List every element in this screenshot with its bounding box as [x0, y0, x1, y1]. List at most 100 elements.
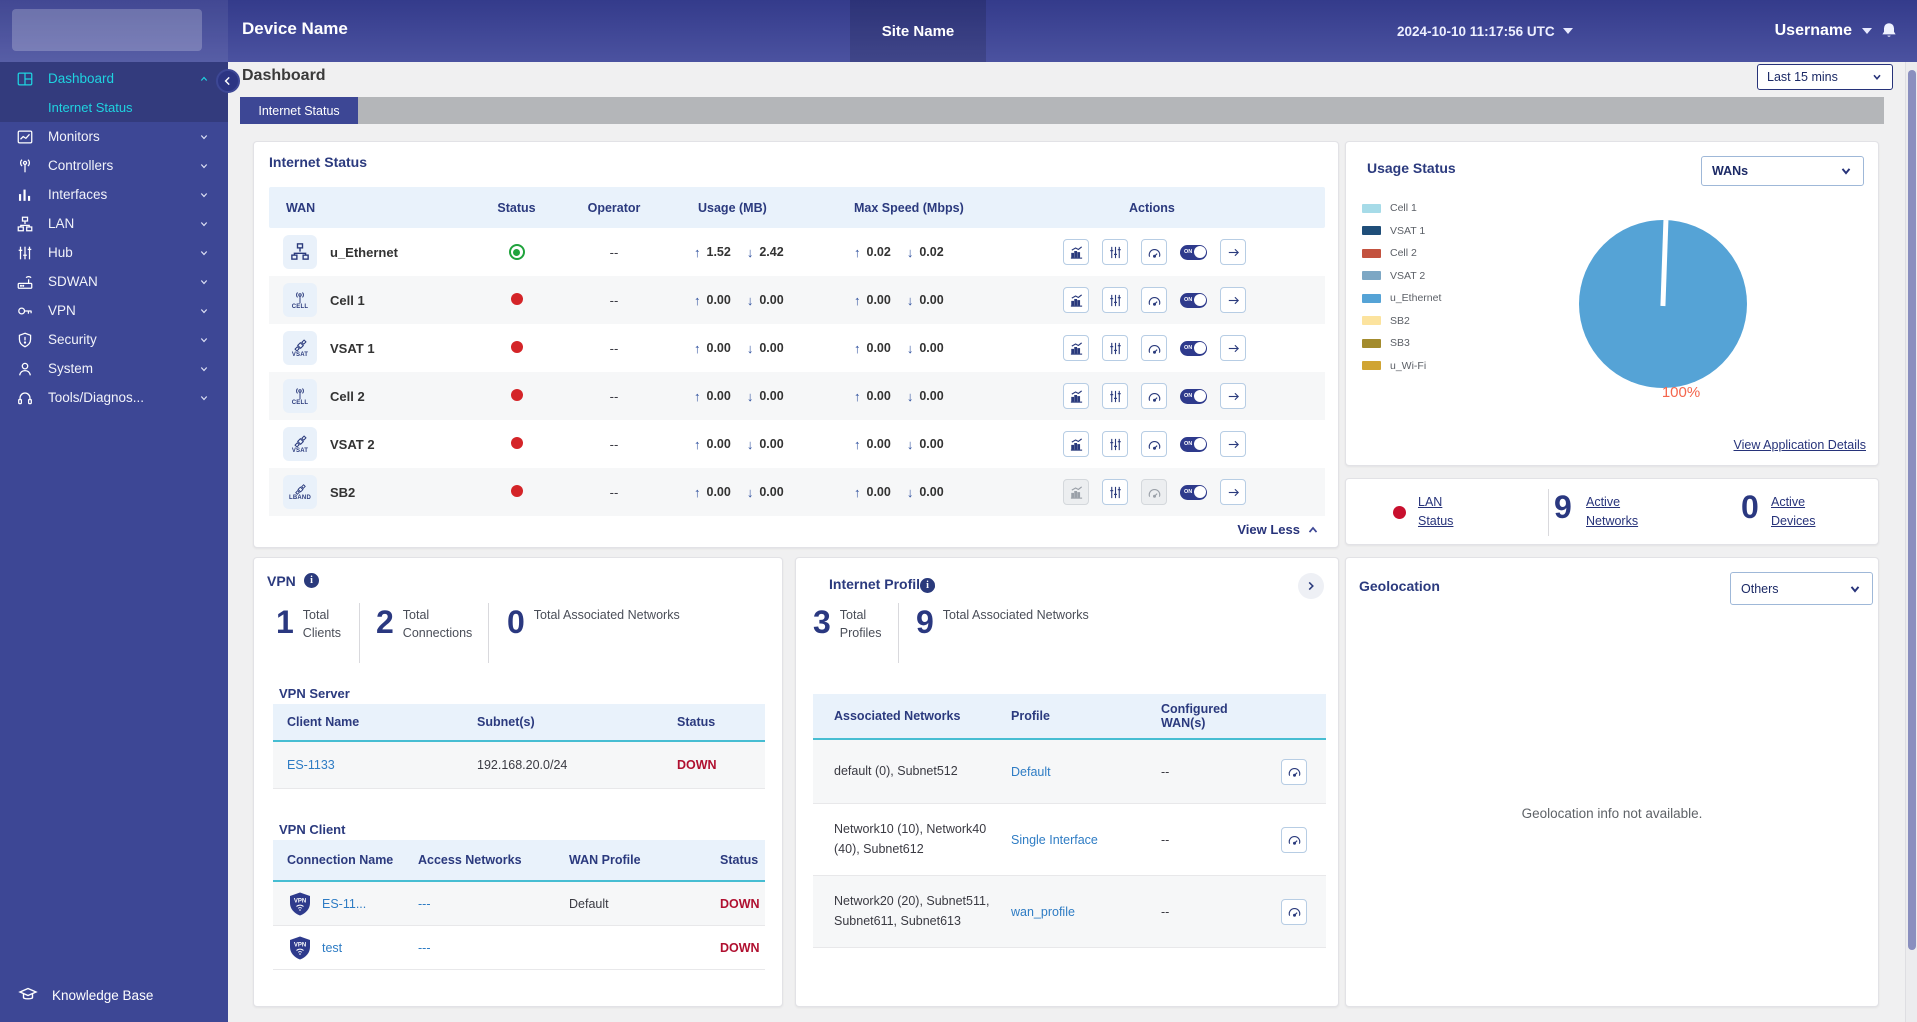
sidebar-item-sdwan[interactable]: SDWAN: [0, 267, 228, 296]
legend-label: u_Ethernet: [1390, 292, 1442, 305]
arrow-right-icon: [1226, 485, 1241, 500]
wan-enable-toggle[interactable]: ON: [1180, 340, 1207, 356]
usage-chart-button[interactable]: [1063, 287, 1089, 313]
wan-details-button[interactable]: [1220, 383, 1246, 409]
gauge-icon: [1287, 904, 1302, 919]
speed-test-button[interactable]: [1281, 898, 1307, 925]
legend-item[interactable]: SB3: [1362, 332, 1441, 355]
usage-chart-button[interactable]: [1063, 239, 1089, 265]
wan-details-button[interactable]: [1220, 287, 1246, 313]
usage-upload: 0.00: [706, 293, 731, 307]
scrollbar-thumb[interactable]: [1908, 70, 1916, 950]
usage-chart-button[interactable]: [1063, 335, 1089, 361]
configure-button[interactable]: [1102, 287, 1128, 313]
divider: [359, 603, 360, 663]
legend-item[interactable]: Cell 2: [1362, 242, 1441, 265]
usage-scope-select[interactable]: WANs: [1701, 156, 1864, 186]
speed-test-button[interactable]: [1281, 758, 1307, 785]
info-icon[interactable]: i: [304, 573, 319, 588]
wan-details-button[interactable]: [1220, 239, 1246, 265]
vpn-client-name-link[interactable]: ES-1133: [287, 758, 335, 772]
sidebar-item-knowledge-base[interactable]: Knowledge Base: [0, 980, 228, 1010]
arrow-right-icon: [1226, 437, 1241, 452]
tab-internet-status[interactable]: Internet Status: [240, 97, 358, 124]
vpn-card: VPN i 1 Total Clients 2 Total Connections 0 T…: [253, 557, 783, 1007]
sidebar-item-lan[interactable]: LAN: [0, 209, 228, 238]
configure-button[interactable]: [1102, 479, 1128, 505]
connection-name-link[interactable]: ES-11...: [322, 896, 367, 911]
view-application-details-link[interactable]: View Application Details: [1733, 438, 1866, 452]
chart-icon: [1069, 293, 1084, 308]
top-bar: Device Name Site Name 2024-10-10 11:17:5…: [0, 0, 1917, 62]
usage-chart-button[interactable]: [1063, 431, 1089, 457]
chart-icon: [1069, 389, 1084, 404]
user-menu[interactable]: Username: [1775, 0, 1872, 62]
sidebar-item-hub[interactable]: Hub: [0, 238, 228, 267]
wan-details-button[interactable]: [1220, 479, 1246, 505]
legend-item[interactable]: VSAT 2: [1362, 265, 1441, 288]
sidebar-item-interfaces[interactable]: Interfaces: [0, 180, 228, 209]
usage-chart-button[interactable]: [1063, 383, 1089, 409]
divider: [898, 603, 899, 663]
sidebar-item-internet-status[interactable]: Internet Status: [0, 93, 228, 121]
active-networks-link[interactable]: Active Networks: [1586, 495, 1639, 528]
site-name: Site Name: [881, 22, 955, 40]
view-less-link[interactable]: View Less: [1237, 522, 1320, 537]
sidebar-item-system[interactable]: System: [0, 354, 228, 383]
wan-details-button[interactable]: [1220, 431, 1246, 457]
vpn-server-label: VPN Server: [279, 686, 350, 701]
usage-status-title: Usage Status: [1367, 160, 1456, 176]
geolocation-select[interactable]: Others: [1730, 572, 1873, 605]
table-row: LBAND SB2 -- ↑ 0.00 ↓ 0.00 ↑ 0.00 ↓ 0.00 ON: [269, 468, 1325, 516]
configure-button[interactable]: [1102, 239, 1128, 265]
chart-icon: [1069, 485, 1084, 500]
wan-details-button[interactable]: [1220, 335, 1246, 361]
column-header: Status: [677, 715, 716, 729]
configure-button[interactable]: [1102, 431, 1128, 457]
site-name-selector[interactable]: Site Name: [850, 0, 986, 62]
profile-link[interactable]: Single Interface: [1011, 832, 1098, 847]
profile-link[interactable]: Default: [1011, 764, 1051, 779]
speed-test-button[interactable]: [1141, 239, 1167, 265]
wan-enable-toggle[interactable]: ON: [1180, 484, 1207, 500]
operator-cell: --: [609, 292, 619, 308]
speed-test-button[interactable]: [1141, 335, 1167, 361]
legend-item[interactable]: SB2: [1362, 310, 1441, 333]
configure-button[interactable]: [1102, 383, 1128, 409]
sidebar-item-dashboard[interactable]: Dashboard: [0, 64, 228, 93]
sidebar-item-tools-diagnos[interactable]: Tools/Diagnos...: [0, 383, 228, 412]
sidebar-collapse-button[interactable]: [216, 69, 240, 93]
wan-enable-toggle[interactable]: ON: [1180, 436, 1207, 452]
toggle-knob: [1193, 438, 1206, 450]
legend-item[interactable]: VSAT 1: [1362, 220, 1441, 243]
legend-item[interactable]: u_Wi-Fi: [1362, 355, 1441, 378]
wan-enable-toggle[interactable]: ON: [1180, 388, 1207, 404]
sidebar-item-vpn[interactable]: VPN: [0, 296, 228, 325]
info-icon[interactable]: i: [920, 578, 935, 593]
wan-type-caption: CELL: [291, 303, 309, 310]
profile-link[interactable]: wan_profile: [1011, 904, 1075, 919]
active-devices-link[interactable]: Active Devices: [1771, 495, 1816, 528]
next-page-button[interactable]: [1298, 573, 1324, 599]
column-header: Max Speed (Mbps): [854, 200, 964, 215]
configure-button[interactable]: [1102, 335, 1128, 361]
datetime-selector[interactable]: 2024-10-10 11:17:56 UTC: [1397, 0, 1573, 62]
sliders-icon: [1108, 485, 1123, 500]
wan-enable-toggle[interactable]: ON: [1180, 292, 1207, 308]
wan-enable-toggle[interactable]: ON: [1180, 244, 1207, 260]
speed-test-button[interactable]: [1281, 826, 1307, 853]
notifications-bell-icon[interactable]: [1879, 21, 1899, 41]
speed-test-button[interactable]: [1141, 383, 1167, 409]
sidebar-item-label: SDWAN: [48, 274, 98, 289]
speed-test-button[interactable]: [1141, 287, 1167, 313]
legend-item[interactable]: Cell 1: [1362, 197, 1441, 220]
sidebar-item-monitors[interactable]: Monitors: [0, 122, 228, 151]
sidebar-item-controllers[interactable]: Controllers: [0, 151, 228, 180]
legend-item[interactable]: u_Ethernet: [1362, 287, 1441, 310]
speed-test-button[interactable]: [1141, 431, 1167, 457]
connection-name-link[interactable]: test: [322, 940, 343, 955]
lan-status-link[interactable]: LAN Status: [1418, 495, 1454, 528]
sidebar-item-security[interactable]: Security: [0, 325, 228, 354]
gauge-icon: [1147, 293, 1162, 308]
time-range-select[interactable]: Last 15 mins: [1757, 64, 1893, 90]
